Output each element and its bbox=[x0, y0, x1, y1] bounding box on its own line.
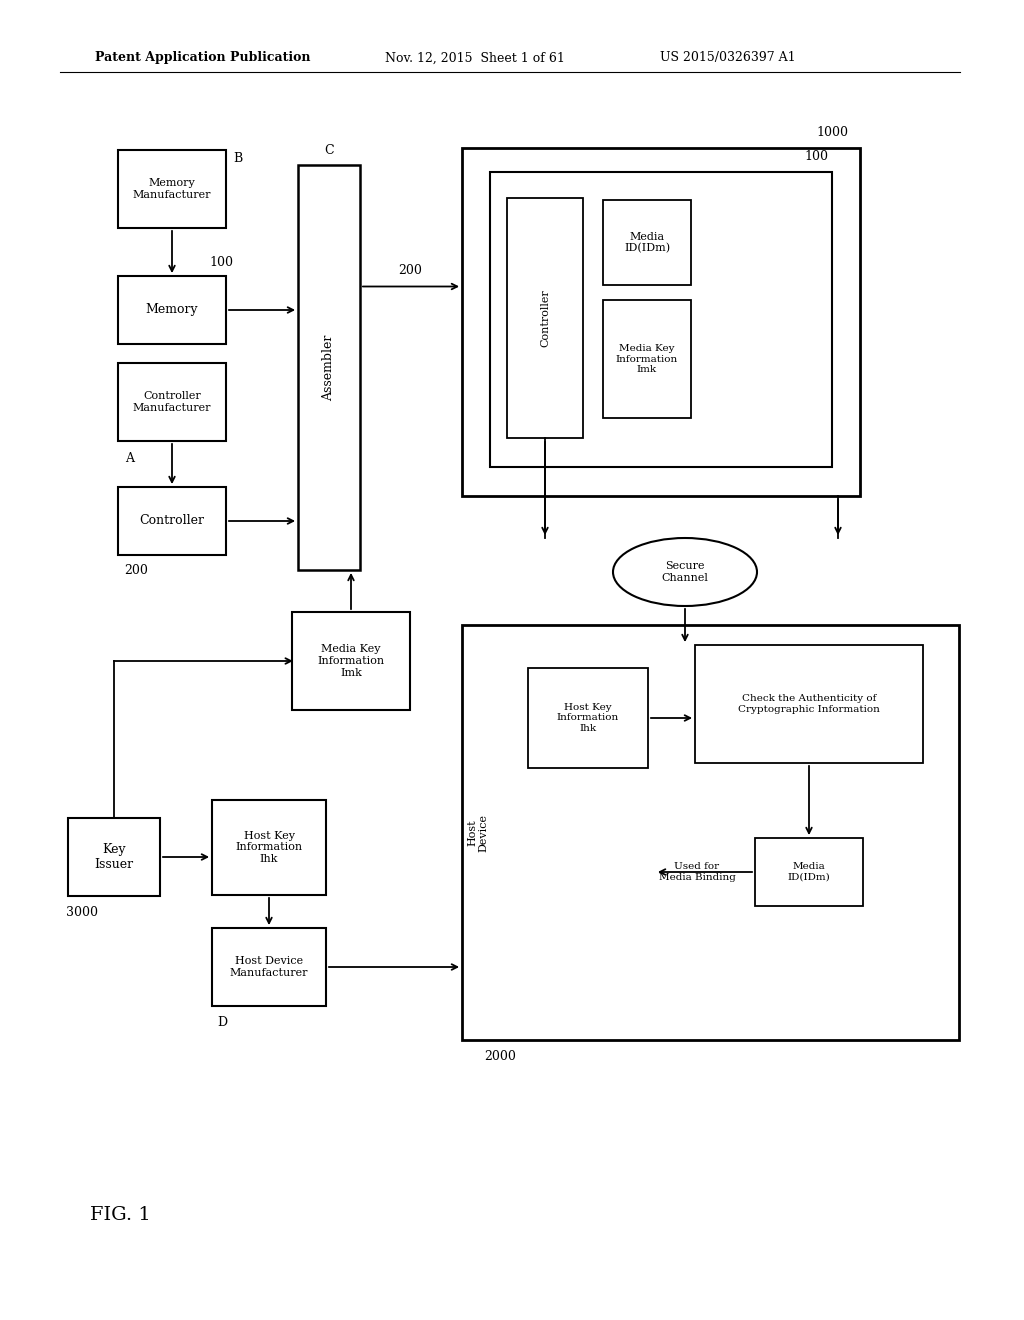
Text: 2000: 2000 bbox=[484, 1049, 516, 1063]
Text: Host Key
Information
Ihk: Host Key Information Ihk bbox=[557, 704, 620, 733]
Bar bbox=[118, 150, 226, 228]
Bar bbox=[118, 487, 226, 554]
Text: Nov. 12, 2015  Sheet 1 of 61: Nov. 12, 2015 Sheet 1 of 61 bbox=[385, 51, 565, 65]
Text: Controller: Controller bbox=[540, 289, 550, 347]
Text: Memory: Memory bbox=[145, 304, 199, 317]
Text: B: B bbox=[233, 152, 243, 165]
Text: 100: 100 bbox=[804, 149, 828, 162]
Text: Controller: Controller bbox=[139, 515, 205, 528]
Text: US 2015/0326397 A1: US 2015/0326397 A1 bbox=[660, 51, 796, 65]
Bar bbox=[462, 624, 959, 1040]
Text: 200: 200 bbox=[124, 565, 147, 578]
Bar bbox=[212, 928, 326, 1006]
Bar bbox=[462, 148, 860, 496]
Text: Media
ID(IDm): Media ID(IDm) bbox=[787, 862, 830, 882]
Text: A: A bbox=[126, 453, 134, 466]
Text: Used for
Media Binding: Used for Media Binding bbox=[658, 862, 735, 882]
Bar bbox=[118, 363, 226, 441]
Text: Assembler: Assembler bbox=[323, 334, 336, 401]
Text: 1000: 1000 bbox=[816, 125, 848, 139]
Text: D: D bbox=[217, 1015, 227, 1028]
Text: Patent Application Publication: Patent Application Publication bbox=[95, 51, 310, 65]
Bar bbox=[603, 300, 691, 418]
Text: Host Key
Information
Ihk: Host Key Information Ihk bbox=[236, 830, 302, 865]
Bar bbox=[507, 198, 583, 438]
Text: Key
Issuer: Key Issuer bbox=[94, 843, 133, 871]
Text: Media Key
Information
Imk: Media Key Information Imk bbox=[615, 345, 678, 374]
Bar bbox=[118, 276, 226, 345]
Bar bbox=[528, 668, 648, 768]
Bar bbox=[695, 645, 923, 763]
Text: FIG. 1: FIG. 1 bbox=[90, 1206, 151, 1224]
Text: 100: 100 bbox=[209, 256, 233, 268]
Text: Host
Device: Host Device bbox=[467, 813, 488, 851]
Bar bbox=[603, 201, 691, 285]
Bar bbox=[292, 612, 410, 710]
Bar bbox=[212, 800, 326, 895]
Bar bbox=[298, 165, 360, 570]
Bar bbox=[68, 818, 160, 896]
Text: Host Device
Manufacturer: Host Device Manufacturer bbox=[229, 956, 308, 978]
Text: Check the Authenticity of
Cryptographic Information: Check the Authenticity of Cryptographic … bbox=[738, 694, 880, 714]
Text: Media Key
Information
Imk: Media Key Information Imk bbox=[317, 644, 385, 677]
Text: 200: 200 bbox=[398, 264, 422, 277]
Text: 3000: 3000 bbox=[66, 906, 98, 919]
Text: Memory
Manufacturer: Memory Manufacturer bbox=[133, 178, 211, 199]
Text: Secure
Channel: Secure Channel bbox=[662, 561, 709, 583]
Text: C: C bbox=[325, 144, 334, 157]
Text: Media
ID(IDm): Media ID(IDm) bbox=[624, 231, 670, 253]
Bar bbox=[755, 838, 863, 906]
Text: Controller
Manufacturer: Controller Manufacturer bbox=[133, 391, 211, 413]
Ellipse shape bbox=[613, 539, 757, 606]
Bar bbox=[490, 172, 831, 467]
